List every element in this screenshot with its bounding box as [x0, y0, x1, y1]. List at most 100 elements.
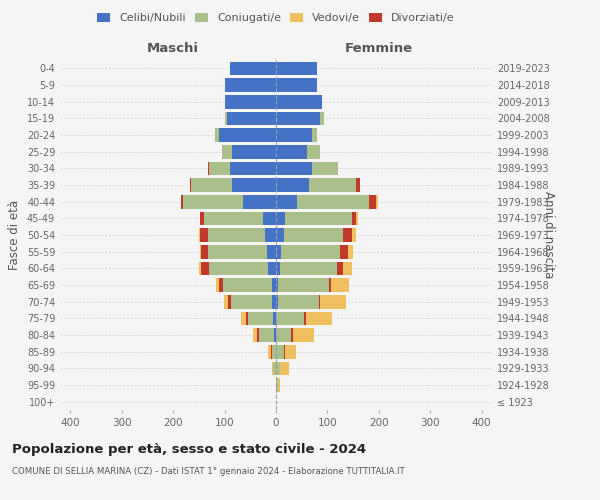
Bar — [276, 295, 278, 308]
Bar — [224, 95, 276, 108]
Bar — [285, 212, 352, 225]
Bar — [191, 178, 232, 192]
Legend: Celibi/Nubili, Coniugati/e, Vedovi/e, Divorziati/e: Celibi/Nubili, Coniugati/e, Vedovi/e, Di… — [93, 8, 459, 28]
Text: Maschi: Maschi — [147, 42, 199, 55]
Bar — [310, 178, 356, 192]
Bar — [232, 178, 276, 192]
Bar — [268, 262, 276, 275]
Bar — [276, 262, 280, 275]
Bar — [284, 345, 285, 358]
Bar — [319, 295, 320, 308]
Bar — [199, 228, 200, 242]
Bar — [292, 328, 293, 342]
Bar — [276, 78, 317, 92]
Bar — [272, 345, 276, 358]
Bar — [278, 278, 329, 292]
Y-axis label: Fasce di età: Fasce di età — [8, 200, 21, 270]
Bar — [231, 295, 272, 308]
Bar — [232, 145, 276, 158]
Bar — [276, 62, 317, 75]
Bar — [274, 362, 276, 375]
Bar — [272, 295, 276, 308]
Bar — [209, 262, 268, 275]
Bar — [276, 195, 296, 208]
Bar — [200, 228, 208, 242]
Bar — [208, 162, 209, 175]
Bar — [259, 328, 274, 342]
Bar — [224, 112, 227, 125]
Bar — [209, 162, 230, 175]
Bar — [340, 245, 348, 258]
Bar — [276, 345, 284, 358]
Bar — [276, 95, 322, 108]
Bar — [368, 195, 376, 208]
Bar — [331, 278, 349, 292]
Bar — [204, 212, 263, 225]
Bar — [276, 128, 312, 142]
Bar — [276, 228, 284, 242]
Bar — [356, 212, 358, 225]
Bar — [278, 378, 280, 392]
Bar — [352, 212, 356, 225]
Bar — [253, 328, 257, 342]
Bar — [348, 245, 353, 258]
Bar — [276, 212, 285, 225]
Bar — [276, 312, 304, 325]
Bar — [281, 245, 340, 258]
Bar — [263, 212, 276, 225]
Bar — [312, 162, 338, 175]
Bar — [306, 312, 332, 325]
Bar — [199, 262, 202, 275]
Bar — [208, 245, 267, 258]
Bar — [215, 128, 220, 142]
Bar — [343, 228, 352, 242]
Bar — [276, 162, 312, 175]
Bar — [242, 195, 276, 208]
Bar — [246, 312, 248, 325]
Bar — [227, 112, 276, 125]
Bar — [296, 195, 368, 208]
Bar — [329, 278, 331, 292]
Bar — [200, 212, 204, 225]
Bar — [228, 295, 231, 308]
Bar — [274, 328, 276, 342]
Bar — [343, 262, 352, 275]
Bar — [184, 195, 242, 208]
Bar — [202, 245, 208, 258]
Y-axis label: Anni di nascita: Anni di nascita — [542, 192, 555, 278]
Bar — [312, 128, 317, 142]
Bar — [230, 62, 276, 75]
Bar — [337, 262, 343, 275]
Bar — [241, 312, 246, 325]
Bar — [276, 145, 307, 158]
Bar — [276, 245, 281, 258]
Bar — [320, 112, 324, 125]
Bar — [230, 162, 276, 175]
Bar — [276, 278, 278, 292]
Bar — [304, 312, 306, 325]
Bar — [223, 278, 272, 292]
Bar — [267, 245, 276, 258]
Bar — [272, 278, 276, 292]
Bar — [276, 378, 278, 392]
Bar — [248, 312, 274, 325]
Bar — [280, 262, 337, 275]
Bar — [202, 262, 209, 275]
Bar — [272, 362, 274, 375]
Bar — [352, 228, 356, 242]
Bar — [224, 295, 228, 308]
Bar — [224, 78, 276, 92]
Bar — [219, 278, 223, 292]
Bar — [257, 328, 259, 342]
Bar — [376, 195, 378, 208]
Bar — [217, 278, 219, 292]
Bar — [190, 178, 191, 192]
Text: Popolazione per età, sesso e stato civile - 2024: Popolazione per età, sesso e stato civil… — [12, 442, 366, 456]
Bar — [276, 178, 310, 192]
Bar — [320, 295, 346, 308]
Bar — [274, 312, 276, 325]
Bar — [265, 228, 276, 242]
Bar — [200, 245, 202, 258]
Bar — [293, 328, 314, 342]
Bar — [276, 112, 320, 125]
